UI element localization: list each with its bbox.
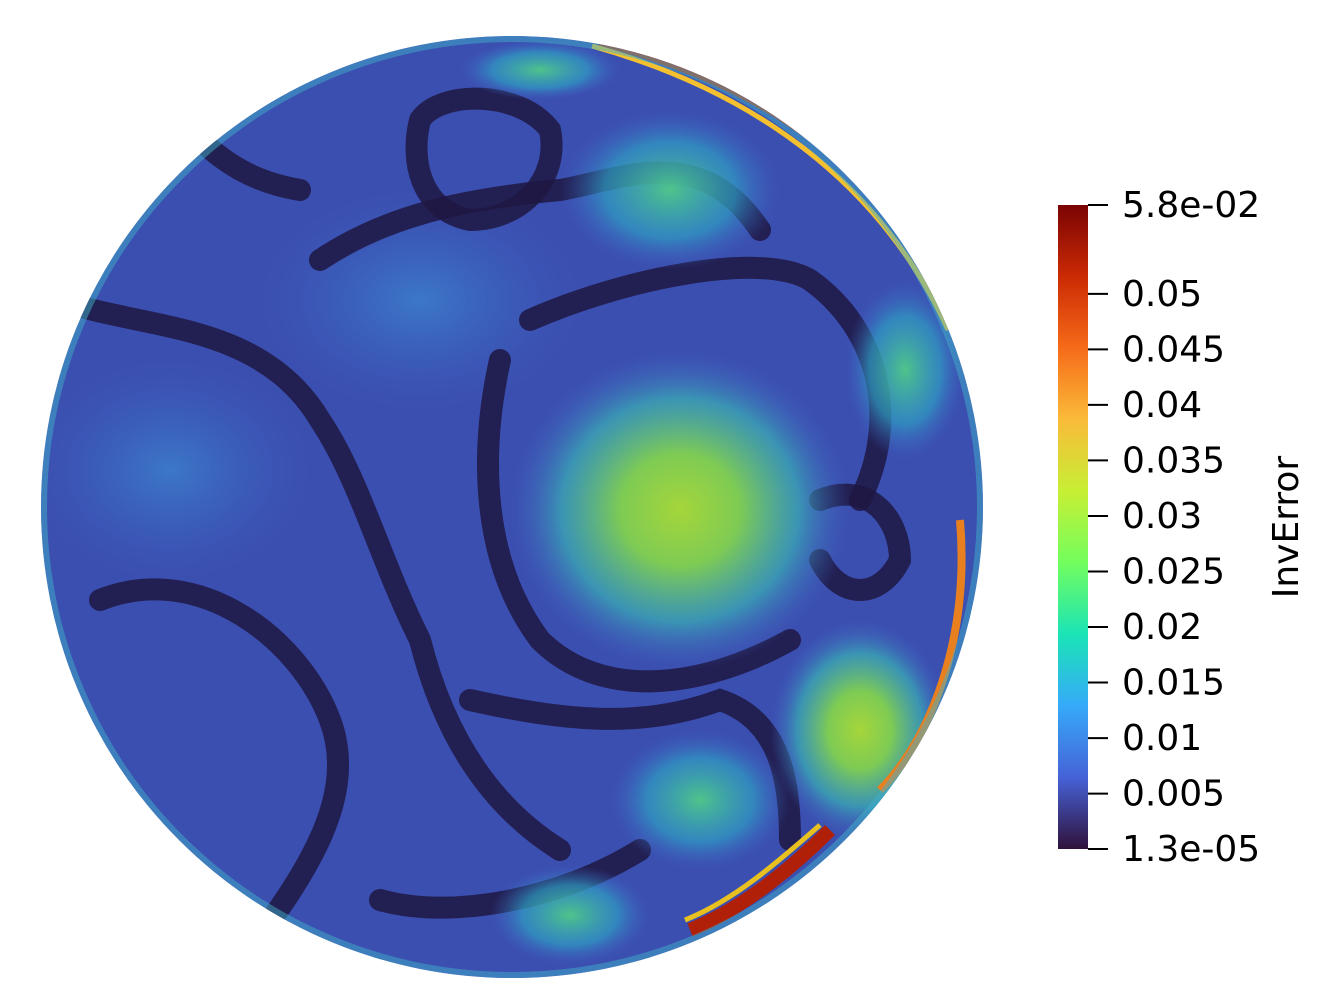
colorbar-tick-label: 1.3e-05 <box>1122 829 1260 870</box>
colorbar-tick-label: 0.035 <box>1122 440 1225 481</box>
colorbar-tick-label: 0.025 <box>1122 551 1225 592</box>
colorbar-tick-label: 0.04 <box>1122 385 1202 426</box>
colorbar-tick-label: 0.03 <box>1122 496 1202 537</box>
field-disk <box>41 36 983 978</box>
colorbar-title: InvError <box>1266 456 1307 599</box>
colorbar-tick-label: 5.8e-02 <box>1122 185 1260 226</box>
colorbar-tick-label: 0.02 <box>1122 607 1202 648</box>
colorbar-tick-label: 0.015 <box>1122 663 1225 704</box>
colorbar-tick-label: 0.05 <box>1122 274 1202 315</box>
colorbar-tick-label: 0.045 <box>1122 329 1225 370</box>
colorbar-tick-label: 0.01 <box>1122 718 1202 759</box>
colorbar <box>1058 205 1088 849</box>
colorbar-tick-label: 0.005 <box>1122 774 1225 815</box>
